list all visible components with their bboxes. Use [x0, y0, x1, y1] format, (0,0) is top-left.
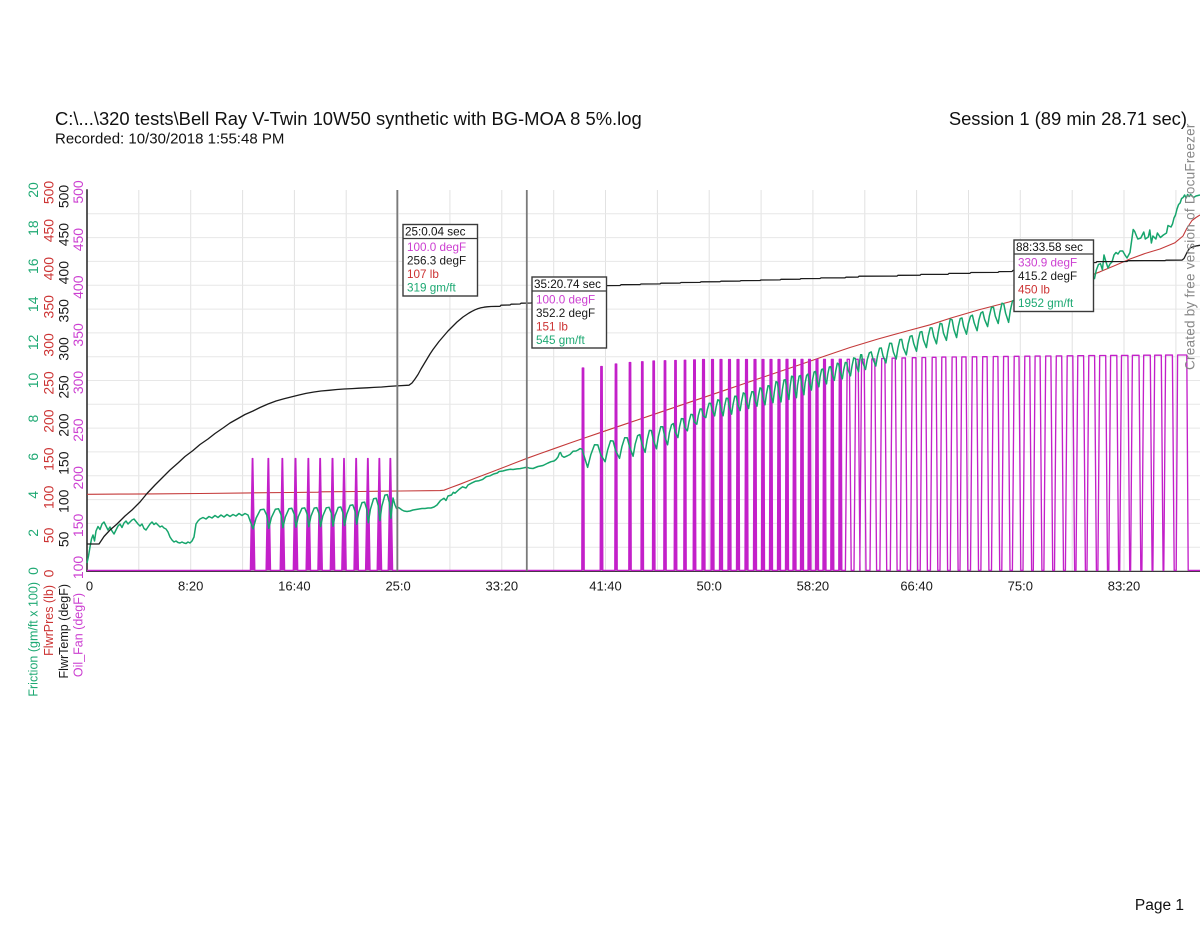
svg-text:250: 250 [41, 371, 57, 395]
svg-text:545 gm/ft: 545 gm/ft [536, 334, 585, 347]
svg-text:400: 400 [70, 275, 86, 299]
svg-text:450: 450 [41, 219, 57, 243]
svg-text:500: 500 [41, 181, 57, 205]
svg-text:25:0: 25:0 [385, 579, 410, 594]
svg-text:330.9 degF: 330.9 degF [1018, 256, 1077, 269]
svg-text:16: 16 [25, 258, 41, 274]
svg-text:Oil_Fan (degF): Oil_Fan (degF) [72, 593, 86, 677]
svg-text:150: 150 [70, 514, 86, 538]
svg-text:Created by free version of Doc: Created by free version of DocuFreezer [1183, 123, 1198, 370]
svg-text:8: 8 [25, 414, 41, 422]
svg-text:450: 450 [56, 223, 72, 247]
svg-text:Session 1 (89 min 28.71 sec): Session 1 (89 min 28.71 sec) [949, 108, 1187, 129]
svg-text:4: 4 [25, 491, 41, 499]
svg-text:0: 0 [86, 579, 93, 594]
svg-text:75:0: 75:0 [1008, 579, 1033, 594]
svg-text:200: 200 [56, 413, 72, 437]
svg-text:FlwrTemp (degF): FlwrTemp (degF) [57, 584, 71, 678]
svg-text:Page 1: Page 1 [1135, 897, 1184, 914]
svg-text:352.2 degF: 352.2 degF [536, 307, 595, 320]
svg-text:350: 350 [70, 323, 86, 347]
svg-text:107 lb: 107 lb [407, 268, 439, 281]
svg-text:150: 150 [56, 451, 72, 475]
svg-text:50:0: 50:0 [697, 579, 722, 594]
svg-text:400: 400 [56, 261, 72, 285]
svg-text:256.3 degF: 256.3 degF [407, 254, 466, 267]
svg-text:100: 100 [41, 485, 57, 509]
svg-text:35:20.74 sec: 35:20.74 sec [534, 278, 601, 291]
svg-text:58:20: 58:20 [797, 579, 830, 594]
svg-text:83:20: 83:20 [1108, 579, 1141, 594]
svg-text:41:40: 41:40 [589, 579, 622, 594]
svg-text:250: 250 [56, 375, 72, 399]
svg-text:400: 400 [41, 257, 57, 281]
svg-text:8:20: 8:20 [178, 579, 203, 594]
svg-text:151 lb: 151 lb [536, 320, 568, 333]
svg-text:88:33.58 sec: 88:33.58 sec [1016, 241, 1083, 254]
svg-text:300: 300 [70, 371, 86, 395]
svg-text:FlwrPres (lb): FlwrPres (lb) [42, 585, 56, 656]
svg-text:500: 500 [56, 185, 72, 209]
svg-text:33:20: 33:20 [486, 579, 519, 594]
svg-text:100: 100 [70, 556, 86, 580]
svg-text:0: 0 [41, 569, 57, 577]
svg-text:319 gm/ft: 319 gm/ft [407, 281, 456, 294]
svg-text:6: 6 [25, 453, 41, 461]
svg-text:250: 250 [70, 418, 86, 442]
svg-text:Recorded: 10/30/2018 1:55:48 P: Recorded: 10/30/2018 1:55:48 PM [55, 131, 284, 148]
svg-text:415.2 degF: 415.2 degF [1018, 270, 1077, 283]
svg-text:450 lb: 450 lb [1018, 283, 1050, 296]
svg-text:18: 18 [25, 220, 41, 236]
svg-text:C:\...\320 tests\Bell Ray V-Tw: C:\...\320 tests\Bell Ray V-Twin 10W50 s… [55, 108, 642, 129]
svg-text:16:40: 16:40 [278, 579, 311, 594]
svg-text:200: 200 [70, 466, 86, 490]
svg-text:450: 450 [70, 228, 86, 252]
svg-text:2: 2 [25, 529, 41, 537]
svg-text:500: 500 [70, 180, 86, 204]
svg-text:350: 350 [41, 295, 57, 319]
svg-text:150: 150 [41, 447, 57, 471]
svg-text:0: 0 [25, 567, 41, 575]
svg-text:14: 14 [25, 296, 41, 312]
svg-text:25:0.04 sec: 25:0.04 sec [405, 226, 466, 239]
svg-text:12: 12 [25, 334, 41, 350]
svg-text:200: 200 [41, 409, 57, 433]
svg-text:50: 50 [56, 531, 72, 547]
svg-text:300: 300 [41, 333, 57, 357]
svg-text:Friction (gm/ft x 100): Friction (gm/ft x 100) [27, 582, 41, 697]
svg-text:50: 50 [41, 527, 57, 543]
svg-text:66:40: 66:40 [900, 579, 933, 594]
svg-text:1952 gm/ft: 1952 gm/ft [1018, 297, 1074, 310]
svg-text:10: 10 [25, 373, 41, 389]
svg-text:350: 350 [56, 299, 72, 323]
svg-text:100.0 degF: 100.0 degF [536, 293, 595, 306]
svg-text:300: 300 [56, 337, 72, 361]
svg-text:100.0 degF: 100.0 degF [407, 241, 466, 254]
svg-text:20: 20 [25, 182, 41, 198]
svg-text:100: 100 [56, 489, 72, 513]
